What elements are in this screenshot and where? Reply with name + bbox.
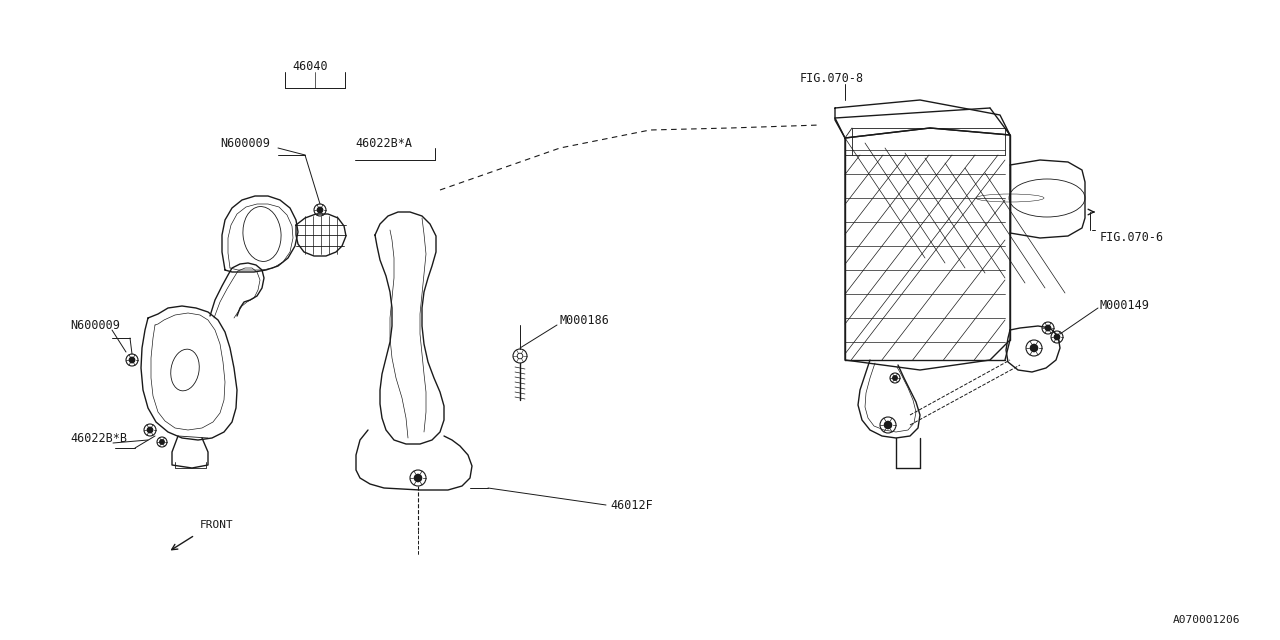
- Circle shape: [884, 421, 892, 429]
- Text: M000149: M000149: [1100, 298, 1149, 312]
- Text: 46022B*B: 46022B*B: [70, 431, 127, 445]
- Text: N600009: N600009: [70, 319, 120, 332]
- Text: FIG.070-8: FIG.070-8: [800, 72, 864, 84]
- Circle shape: [415, 474, 421, 482]
- Text: FRONT: FRONT: [200, 520, 234, 530]
- Circle shape: [1046, 325, 1051, 331]
- Circle shape: [892, 376, 897, 380]
- Circle shape: [147, 428, 152, 433]
- Text: FIG.070-6: FIG.070-6: [1100, 230, 1164, 243]
- Circle shape: [1055, 334, 1060, 340]
- Text: A070001206: A070001206: [1172, 615, 1240, 625]
- Text: 46022B*A: 46022B*A: [355, 136, 412, 150]
- Text: N600009: N600009: [220, 136, 270, 150]
- Circle shape: [317, 207, 323, 212]
- Circle shape: [1030, 344, 1038, 351]
- Text: M000186: M000186: [561, 314, 609, 326]
- Text: 46040: 46040: [292, 60, 328, 72]
- Text: 46012F: 46012F: [611, 499, 653, 511]
- Circle shape: [160, 440, 164, 444]
- Circle shape: [129, 357, 134, 363]
